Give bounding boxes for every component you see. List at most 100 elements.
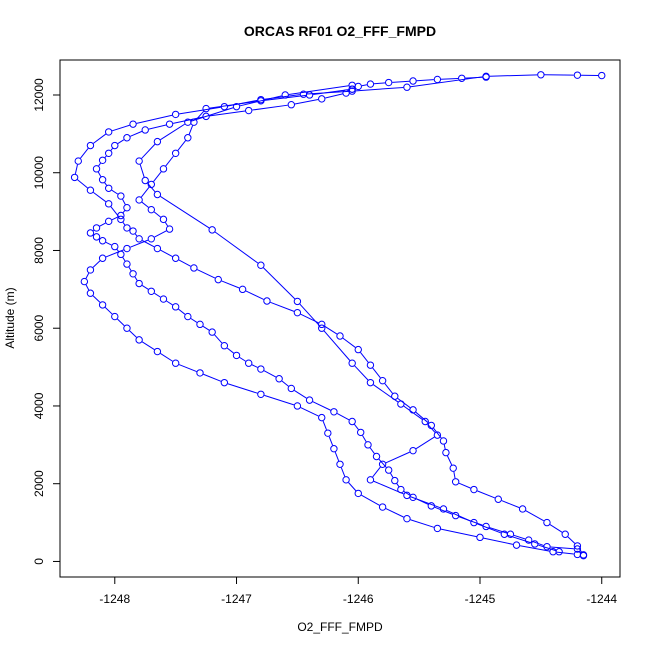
data-point [500, 530, 509, 538]
series-line-segment [325, 93, 343, 99]
y-tick-label: 12000 [32, 78, 46, 112]
data-point [147, 205, 156, 214]
data-point [171, 303, 180, 311]
series-line-segment [195, 110, 205, 120]
series-line-segment [77, 179, 88, 189]
data-point [153, 190, 162, 199]
series-line-segment [353, 424, 359, 430]
data-point [378, 376, 387, 385]
data-point [336, 332, 344, 340]
series-line-segment [122, 222, 126, 226]
data-point [409, 446, 417, 455]
data-point [482, 72, 490, 81]
data-point [129, 120, 137, 128]
series-line-segment [385, 451, 410, 464]
series-line-segment [361, 494, 380, 506]
data-point [573, 71, 582, 79]
series-line-segment [116, 249, 120, 252]
series-line-segment [252, 104, 288, 111]
data-point [196, 320, 204, 329]
series-line-segment [147, 182, 156, 193]
x-tick-label: -1247 [221, 592, 252, 606]
series-line-segment [160, 123, 186, 141]
series-line-segment [440, 528, 477, 538]
series-line-segment [164, 222, 169, 227]
series-line-segment [128, 266, 132, 272]
data-point [470, 485, 478, 494]
data-point [153, 137, 162, 146]
data-point [147, 287, 156, 295]
series-line-segment [300, 407, 319, 417]
series-line-segment [93, 191, 107, 203]
series-line-segment [136, 114, 173, 124]
series-line-segment [348, 482, 357, 492]
data-point [287, 384, 296, 393]
data-series [70, 71, 606, 560]
data-point [111, 242, 119, 251]
data-point [524, 536, 533, 544]
series-line-segment [373, 480, 404, 495]
series-line-segment [191, 107, 234, 122]
data-point [159, 215, 168, 224]
data-point [543, 518, 551, 527]
series-line-segment [342, 337, 356, 348]
series-line-segment [153, 211, 161, 218]
data-point [433, 524, 442, 533]
data-point [293, 308, 302, 317]
data-point [409, 77, 417, 85]
data-point [403, 83, 411, 91]
series-line-segment [392, 80, 410, 83]
y-tick-label: 6000 [32, 315, 46, 342]
data-point [439, 505, 448, 513]
series-line-segment [385, 508, 404, 518]
series-line-segment [489, 527, 508, 534]
data-point [512, 541, 521, 549]
data-point [573, 550, 582, 559]
data-point [232, 102, 241, 111]
series-line-segment [117, 139, 125, 145]
data-point [573, 542, 582, 550]
series-line-segment [178, 259, 191, 267]
data-point [348, 417, 356, 426]
data-point [257, 261, 265, 269]
series-line-segment [239, 95, 282, 107]
data-point [476, 533, 484, 542]
data-point [470, 518, 478, 527]
series-line-segment [410, 496, 441, 509]
series-line-segment [403, 491, 411, 496]
series-line-segment [453, 471, 456, 479]
data-point [330, 445, 338, 453]
y-tick-label: 8000 [32, 237, 46, 264]
y-axis: 0 2000 4000 6000 8000 10000 12000 [32, 78, 60, 565]
series-line-segment [179, 106, 221, 115]
data-point [318, 95, 326, 103]
data-point [190, 264, 198, 272]
data-point [372, 452, 381, 461]
data-point [433, 75, 442, 84]
data-point [366, 361, 375, 369]
data-point [293, 402, 302, 410]
series-line-segment [93, 133, 107, 144]
series-line-segment [567, 536, 576, 544]
series-line-segment [556, 551, 574, 555]
series-line-segment [110, 148, 113, 151]
series-line-segment [294, 389, 307, 399]
data-point [92, 224, 101, 232]
data-point [135, 157, 143, 165]
series-line-segment [188, 125, 194, 135]
data-point [232, 351, 241, 360]
data-point [442, 448, 450, 457]
y-tick-label: 4000 [32, 392, 46, 419]
data-point [281, 91, 289, 99]
data-point [117, 215, 125, 224]
series-line-segment [117, 318, 125, 327]
series-line-segment [160, 353, 173, 362]
data-point [80, 277, 89, 286]
data-point [159, 165, 168, 173]
data-point [98, 176, 107, 184]
series-line-segment [97, 171, 102, 177]
data-point [449, 464, 457, 472]
series-line-segment [525, 510, 545, 522]
data-point [104, 217, 113, 226]
